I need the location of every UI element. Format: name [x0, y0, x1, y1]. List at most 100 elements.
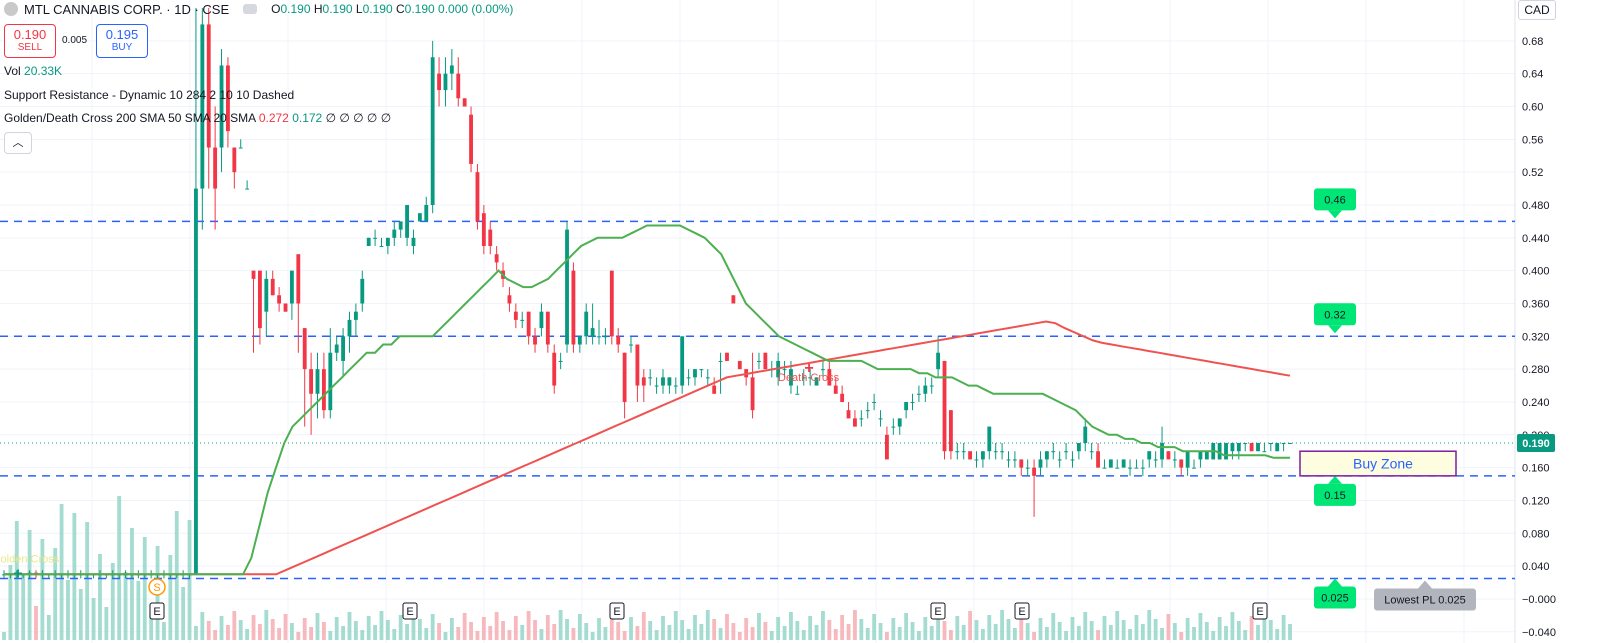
volume-bar — [21, 574, 26, 640]
volume-bar — [366, 616, 371, 640]
volume-bar — [258, 624, 262, 640]
candle — [961, 443, 966, 460]
symbol-title[interactable]: MTL CANNABIS CORP. · 1D · CSE — [24, 1, 230, 17]
golden-cross-label: Golden Cross — [0, 553, 60, 565]
volume-bar — [929, 626, 934, 640]
candle-body — [846, 410, 851, 419]
candle — [686, 369, 691, 386]
eye-icon[interactable] — [243, 4, 258, 14]
candle — [693, 369, 697, 386]
candle-body — [635, 344, 640, 386]
candle-body — [641, 377, 646, 386]
candle — [405, 204, 409, 247]
volume-bar — [1000, 610, 1005, 640]
lowest-label-text: Lowest PL 0.025 — [1384, 594, 1466, 606]
volume-bar — [821, 611, 825, 640]
candle-body — [315, 369, 320, 394]
candle — [571, 262, 576, 353]
golden-death-cross-legend[interactable]: Golden/Death Cross 200 SMA 50 SMA 20 SMA… — [4, 111, 392, 125]
candle — [258, 270, 262, 345]
candle — [1051, 443, 1056, 460]
candle — [597, 319, 601, 345]
candle-body — [693, 369, 697, 378]
buy-button[interactable]: 0.195 BUY — [96, 24, 148, 58]
candle-body — [1166, 451, 1171, 460]
volume-bar — [27, 530, 32, 640]
volume-bar — [1070, 617, 1075, 640]
volume-bar — [609, 613, 614, 640]
volume-bar — [1179, 632, 1184, 640]
earnings-event-text: E — [153, 606, 160, 618]
candle-body — [1102, 467, 1107, 469]
volume-bar — [181, 587, 186, 640]
candle — [302, 328, 307, 427]
candle — [1179, 459, 1184, 476]
volume-bar — [923, 617, 928, 640]
volume-bar — [1204, 622, 1209, 640]
volume-bar — [744, 618, 749, 640]
support-resistance-legend[interactable]: Support Resistance - Dynamic 10 284 2 10… — [4, 88, 295, 102]
currency-selector[interactable]: CAD — [1518, 0, 1556, 20]
candle — [1230, 443, 1235, 460]
sr-label-pointer — [1328, 475, 1342, 484]
candle — [1256, 443, 1260, 452]
volume-bar — [942, 621, 947, 640]
candle — [1236, 443, 1241, 460]
collapse-legend-button[interactable]: ︿ — [4, 132, 32, 154]
volume-bar — [213, 630, 218, 640]
candle-body — [520, 319, 525, 321]
volume-bar — [910, 622, 915, 640]
sr-label-0.025: 0.025 — [1314, 578, 1356, 609]
volume-bar — [1140, 624, 1145, 640]
candle — [1025, 459, 1030, 476]
candle-body — [1134, 467, 1139, 469]
candle-body — [1217, 443, 1222, 460]
candle — [494, 246, 499, 271]
candle-body — [789, 369, 793, 386]
volume-bar — [130, 528, 134, 640]
candle — [552, 344, 557, 394]
candle — [891, 418, 896, 435]
candle — [609, 270, 614, 345]
chevron-up-icon: ︿ — [12, 137, 24, 149]
candle — [968, 451, 973, 460]
candle-body — [782, 369, 787, 371]
volume-bar — [1153, 619, 1158, 640]
candle-body — [853, 418, 857, 427]
candle-body — [469, 114, 473, 164]
candle-body — [590, 328, 595, 337]
candle-body — [916, 393, 921, 395]
volume-bar — [1160, 628, 1164, 640]
candle-body — [1275, 443, 1280, 452]
candle-body — [718, 360, 723, 362]
death-cross-label: Death Cross — [778, 372, 840, 384]
candle — [974, 451, 979, 468]
volume-legend[interactable]: Vol 20.33K — [4, 64, 63, 78]
volume-bar — [328, 631, 333, 640]
candle-body — [1128, 467, 1132, 469]
candle — [526, 311, 531, 345]
sell-button[interactable]: 0.190 SELL — [4, 24, 56, 58]
y-tick-label: 0.040 — [1522, 561, 1550, 573]
volume-bar — [91, 598, 96, 640]
candle-body — [1192, 467, 1196, 469]
volume-bar — [648, 621, 653, 640]
candle — [289, 270, 294, 320]
candle-body — [437, 73, 441, 91]
volume-bar — [571, 628, 576, 640]
volume-bar — [718, 628, 723, 640]
volume-bar — [661, 616, 665, 640]
volume-bar — [360, 630, 365, 640]
candle-body — [558, 360, 563, 362]
volume-bar — [302, 618, 307, 640]
volume-bar — [430, 614, 435, 640]
volume-bar — [1249, 616, 1254, 640]
candle — [1147, 451, 1152, 468]
volume-bar — [321, 622, 326, 640]
candle — [520, 311, 525, 329]
candle-body — [648, 377, 653, 379]
candle — [558, 352, 563, 370]
candle-body — [443, 73, 448, 91]
volume-bar — [974, 620, 979, 640]
